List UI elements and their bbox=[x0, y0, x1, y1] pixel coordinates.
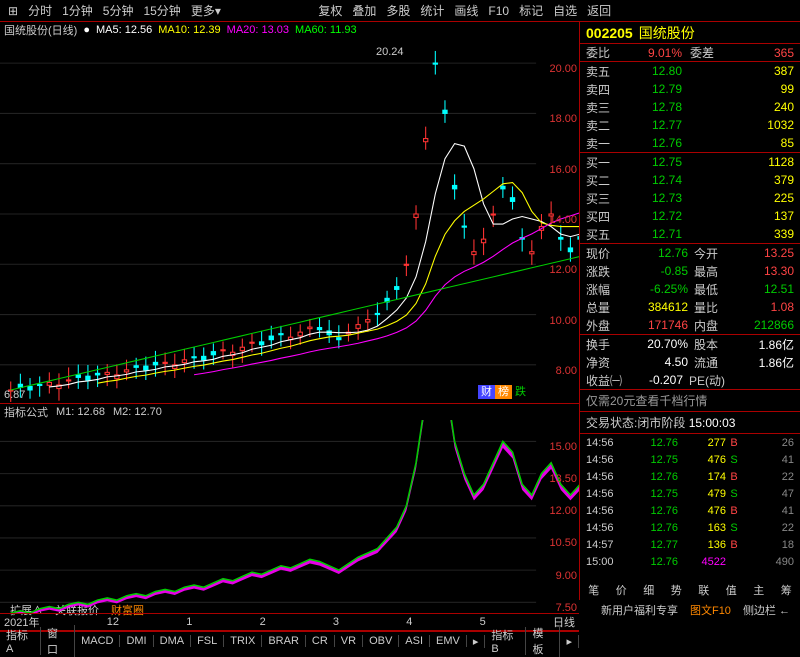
status-row: 交易状态:闭市阶段 15:00:03 bbox=[580, 412, 800, 434]
tab-5min[interactable]: 5分钟 bbox=[99, 2, 138, 19]
tab-fenshi[interactable]: 分时 bbox=[24, 2, 56, 19]
indicator-title: 指标公式 bbox=[4, 404, 48, 420]
indicator-tabs: 指标A 窗口 MACD DMI DMA FSL TRIX BRAR CR VR … bbox=[0, 631, 579, 651]
tab-dma[interactable]: DMA bbox=[154, 635, 191, 647]
order-row: 卖二 12.77 1032 bbox=[580, 116, 800, 134]
tab-dmi[interactable]: DMI bbox=[120, 635, 153, 647]
tab-vr[interactable]: VR bbox=[335, 635, 363, 647]
quote-row: 总量384612 量比1.08 bbox=[580, 298, 800, 316]
order-row: 卖一 12.76 85 bbox=[580, 134, 800, 152]
order-row: 买四 12.72 137 bbox=[580, 207, 800, 225]
tab-1min[interactable]: 1分钟 bbox=[58, 2, 97, 19]
quote-row: 净资4.50 流通1.86亿 bbox=[580, 353, 800, 371]
tab-cr[interactable]: CR bbox=[306, 635, 335, 647]
side-panel: 002205 国统股份 委比 9.01% 委差 365 卖五 12.80 387… bbox=[580, 22, 800, 600]
trade-row: 15:0012.76 4522 490 bbox=[580, 553, 800, 570]
m2-label: M2: 12.70 bbox=[113, 406, 162, 418]
trade-row: 14:5712.77 136 B18 bbox=[580, 536, 800, 553]
side-tabs: 笔 价 细 势 联 值 主 筹 bbox=[580, 580, 800, 600]
order-row: 卖五 12.80 387 bbox=[580, 62, 800, 80]
btn-duogu[interactable]: 多股 bbox=[382, 2, 414, 19]
kline-chart[interactable]: 8.0010.0012.0014.0016.0018.0020.00 20.24… bbox=[0, 38, 579, 404]
tab-macd[interactable]: MACD bbox=[75, 635, 120, 647]
order-row: 卖四 12.79 99 bbox=[580, 80, 800, 98]
tab-indicator-b[interactable]: 指标B bbox=[485, 627, 526, 655]
chart-badges: 财榜跌 bbox=[478, 383, 529, 399]
btn-f10[interactable]: F10 bbox=[484, 4, 513, 18]
tabs-more-icon-2[interactable]: ▸ bbox=[560, 635, 579, 648]
order-row: 买三 12.73 225 bbox=[580, 189, 800, 207]
commit-ratio-row: 委比 9.01% 委差 365 bbox=[580, 44, 800, 62]
tabs-more-icon[interactable]: ▸ bbox=[467, 635, 486, 648]
tab-15min[interactable]: 15分钟 bbox=[139, 2, 184, 19]
quote-row: 换手20.70% 股本1.86亿 bbox=[580, 335, 800, 353]
trade-row: 14:5612.76 277 B26 bbox=[580, 434, 800, 451]
trade-row: 14:5612.76 163 S22 bbox=[580, 519, 800, 536]
ma5-label: MA5: 12.56 bbox=[96, 24, 152, 36]
tab-emv[interactable]: EMV bbox=[430, 635, 467, 647]
m1-label: M1: 12.68 bbox=[56, 406, 105, 418]
side-tab-1[interactable]: 价 bbox=[616, 582, 627, 598]
btn-tongji[interactable]: 统计 bbox=[416, 2, 448, 19]
quote-row: 涨幅-6.25% 最低12.51 bbox=[580, 280, 800, 298]
btn-biaoji[interactable]: 标记 bbox=[515, 2, 547, 19]
indicator-chart[interactable]: 7.509.0010.5012.0013.5015.00 bbox=[0, 420, 579, 614]
stock-header: 002205 国统股份 bbox=[580, 22, 800, 44]
order-row: 买五 12.71 339 bbox=[580, 225, 800, 243]
quote-row: 外盘171746 内盘212866 bbox=[580, 316, 800, 334]
tab-trix[interactable]: TRIX bbox=[224, 635, 262, 647]
order-row: 买一 12.75 1128 bbox=[580, 153, 800, 171]
promo-text[interactable]: 仅需20元查看千档行情 bbox=[580, 389, 800, 412]
tab-indicator-a[interactable]: 指标A bbox=[0, 627, 41, 655]
sidebar-toggle[interactable]: 侧边栏 ← bbox=[737, 602, 796, 618]
promo-link[interactable]: 新用户福利专享 bbox=[595, 602, 684, 618]
side-tab-3[interactable]: 势 bbox=[671, 582, 682, 598]
top-toolbar: ⊞ 分时 1分钟 5分钟 15分钟 更多▾ 复权 叠加 多股 统计 画线 F10… bbox=[0, 0, 800, 22]
ma60-label: MA60: 11.93 bbox=[295, 24, 357, 36]
tab-template[interactable]: 模板 bbox=[526, 625, 560, 657]
tab-more[interactable]: 更多▾ bbox=[187, 2, 225, 19]
side-tab-4[interactable]: 联 bbox=[698, 582, 709, 598]
chart-title: 国统股份(日线) bbox=[4, 22, 77, 38]
trade-row: 14:5612.76 174 B22 bbox=[580, 468, 800, 485]
order-row: 卖三 12.78 240 bbox=[580, 98, 800, 116]
indicator-header: 指标公式 M1: 12.68 M2: 12.70 bbox=[0, 404, 579, 420]
side-tab-5[interactable]: 值 bbox=[726, 582, 737, 598]
ma20-label: MA20: 13.03 bbox=[227, 24, 289, 36]
btn-zixuan[interactable]: 自选 bbox=[549, 2, 581, 19]
f10-link[interactable]: 图文F10 bbox=[684, 602, 737, 618]
btn-fanhui[interactable]: 返回 bbox=[583, 2, 615, 19]
btn-fuquan[interactable]: 复权 bbox=[314, 2, 346, 19]
tab-window[interactable]: 窗口 bbox=[41, 625, 75, 657]
peak-label: 20.24 bbox=[376, 46, 404, 58]
btn-huaxian[interactable]: 画线 bbox=[450, 2, 482, 19]
stock-name: 国统股份 bbox=[639, 23, 695, 43]
side-tab-6[interactable]: 主 bbox=[753, 582, 764, 598]
quote-row: 现价12.76 今开13.25 bbox=[580, 244, 800, 262]
tab-asi[interactable]: ASI bbox=[399, 635, 430, 647]
ma10-label: MA10: 12.39 bbox=[158, 24, 220, 36]
quote-row: 涨跌-0.85 最高13.30 bbox=[580, 262, 800, 280]
order-row: 买二 12.74 379 bbox=[580, 171, 800, 189]
tab-fsl[interactable]: FSL bbox=[191, 635, 224, 647]
trade-row: 14:5612.75 479 S47 bbox=[580, 485, 800, 502]
side-tab-2[interactable]: 细 bbox=[643, 582, 654, 598]
toolbar-icon[interactable]: ⊞ bbox=[4, 4, 22, 18]
pe-row: 收益㈠ -0.207 PE(动) bbox=[580, 371, 800, 389]
trade-row: 14:5612.75 476 S41 bbox=[580, 451, 800, 468]
chart-header: 国统股份(日线) ● MA5: 12.56 MA10: 12.39 MA20: … bbox=[0, 22, 579, 38]
trade-row: 14:5612.76 476 B41 bbox=[580, 502, 800, 519]
btn-diejiap[interactable]: 叠加 bbox=[348, 2, 380, 19]
tab-obv[interactable]: OBV bbox=[363, 635, 399, 647]
low-label: 6.87 bbox=[4, 389, 25, 401]
tab-brar[interactable]: BRAR bbox=[262, 635, 306, 647]
side-tab-0[interactable]: 笔 bbox=[588, 582, 599, 598]
side-tab-7[interactable]: 筹 bbox=[781, 582, 792, 598]
stock-code: 002205 bbox=[586, 25, 633, 41]
